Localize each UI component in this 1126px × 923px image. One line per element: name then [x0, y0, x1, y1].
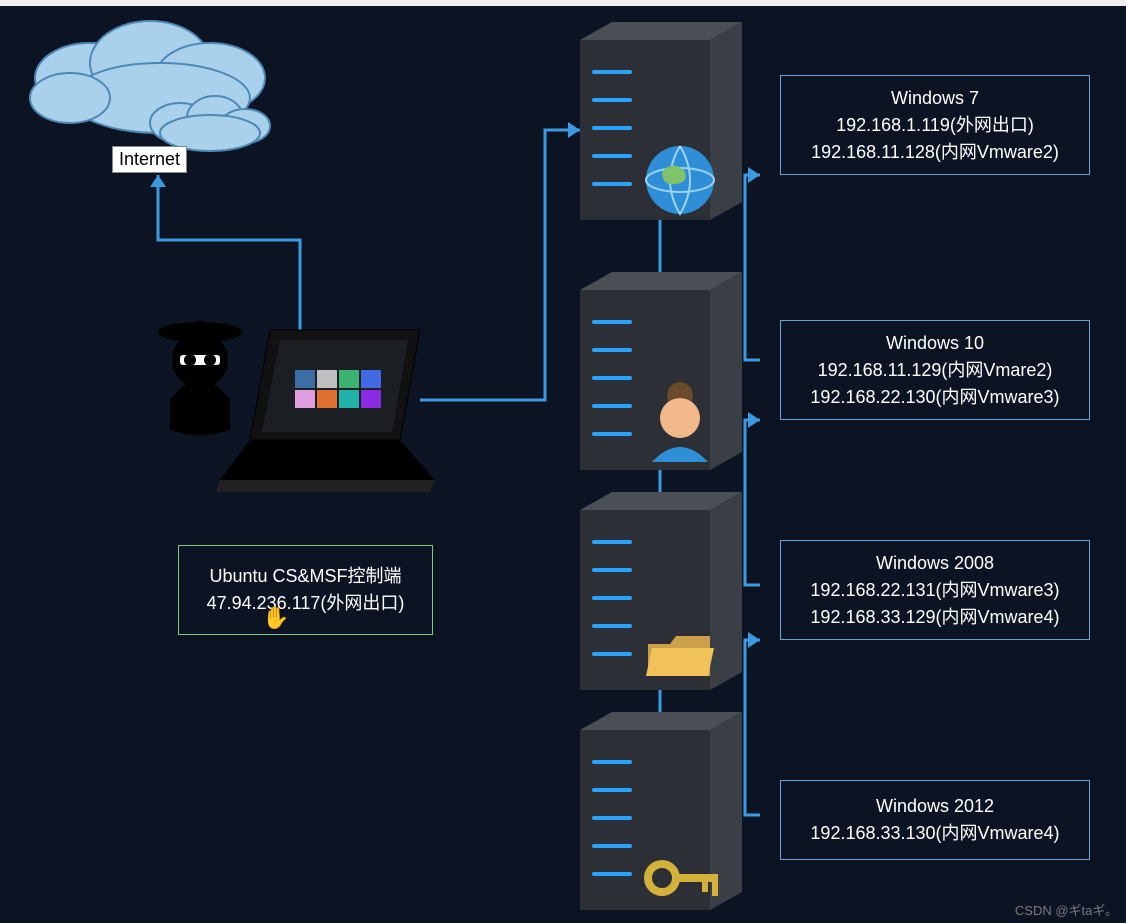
attacker-box-line-1: 47.94.236.117(外网出口): [207, 590, 405, 617]
target-box-0: Windows 7192.168.1.119(外网出口)192.168.11.1…: [780, 75, 1090, 175]
target-box-3: Windows 2012192.168.33.130(内网Vmware4): [780, 780, 1090, 860]
target-box-3-line-1: 192.168.33.130(内网Vmware4): [810, 820, 1059, 847]
target-box-3-line-0: Windows 2012: [876, 793, 994, 820]
target-box-0-line-1: 192.168.1.119(外网出口): [836, 112, 1034, 139]
watermark-text: CSDN @ギtaギ。: [1015, 900, 1118, 919]
target-box-2-line-2: 192.168.33.129(内网Vmware4): [810, 604, 1059, 631]
internet-label: Internet: [112, 146, 187, 173]
target-box-0-line-2: 192.168.11.128(内网Vmware2): [811, 139, 1059, 166]
target-box-2-line-0: Windows 2008: [876, 550, 994, 577]
target-box-1-line-0: Windows 10: [886, 330, 984, 357]
target-box-2-line-1: 192.168.22.131(内网Vmware3): [810, 577, 1059, 604]
target-box-0-line-0: Windows 7: [891, 85, 979, 112]
attacker-box-line-0: Ubuntu CS&MSF控制端: [209, 563, 401, 590]
target-box-1: Windows 10192.168.11.129(内网Vmare2)192.16…: [780, 320, 1090, 420]
target-box-2: Windows 2008192.168.22.131(内网Vmware3)192…: [780, 540, 1090, 640]
target-box-1-line-2: 192.168.22.130(内网Vmware3): [810, 384, 1059, 411]
target-box-1-line-1: 192.168.11.129(内网Vmare2): [818, 357, 1053, 384]
attacker-info-box: Ubuntu CS&MSF控制端47.94.236.117(外网出口): [178, 545, 433, 635]
diagram-canvas: Internet Ubuntu CS&MSF控制端47.94.236.117(外…: [0, 0, 1126, 923]
cursor-icon: ✋: [262, 605, 289, 631]
